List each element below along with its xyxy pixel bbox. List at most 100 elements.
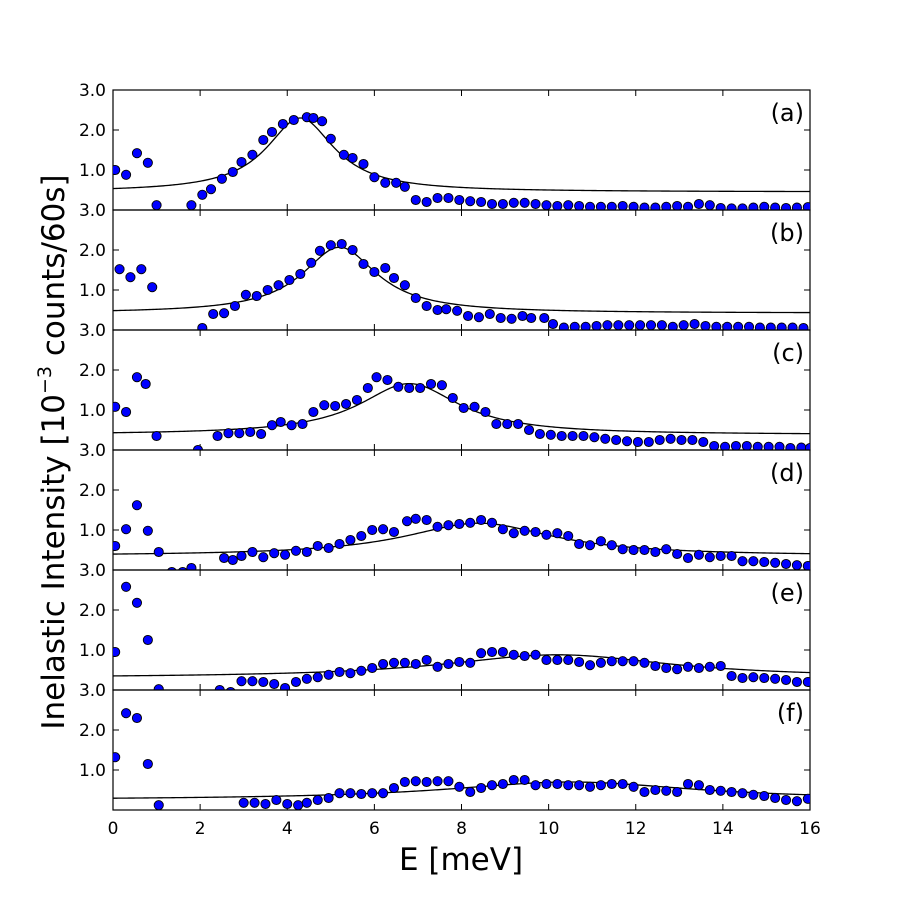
data-point [369, 172, 380, 183]
data-point [293, 800, 304, 810]
data-point [804, 442, 810, 450]
data-point [351, 394, 363, 406]
y-axis-title: Inelastic Intensity [10−3 counts/60s] [34, 174, 72, 729]
data-point [290, 676, 302, 688]
data-point [672, 548, 683, 560]
data-point [247, 546, 258, 558]
y-tick-label: 2.0 [79, 361, 106, 381]
data-point [715, 660, 726, 672]
data-point [260, 798, 271, 810]
data-point [131, 500, 143, 511]
x-tick-label: 0 [108, 819, 119, 839]
data-point [153, 546, 164, 558]
data-point [284, 274, 295, 286]
data-point [517, 310, 528, 322]
data-point [704, 200, 715, 210]
data-point [628, 656, 639, 667]
data-point [345, 534, 356, 546]
data-point [401, 516, 413, 527]
data-point [432, 776, 443, 787]
data-point [774, 441, 785, 450]
data-point [432, 304, 443, 316]
data-point [186, 562, 197, 570]
data-point [356, 788, 367, 800]
data-point [802, 560, 810, 570]
data-point [323, 792, 334, 804]
data-point [650, 202, 661, 210]
data-point [643, 436, 654, 448]
data-point [197, 189, 208, 200]
data-point [286, 420, 297, 431]
data-point [672, 200, 683, 210]
panel-0: 1.0 2.0 3.0 (a) [79, 81, 811, 211]
data-point [563, 780, 574, 791]
data-point [628, 781, 639, 792]
panel-3: 1.0 2.0 3.0 (d) [79, 441, 811, 571]
data-point [421, 514, 432, 526]
data-point [743, 321, 755, 330]
data-point [639, 657, 650, 668]
data-point [759, 672, 770, 684]
data-point [147, 282, 158, 293]
data-point [802, 676, 810, 688]
data-point [682, 201, 694, 210]
data-point [205, 184, 217, 195]
data-point [131, 712, 143, 724]
data-point [682, 778, 694, 790]
data-point [484, 308, 495, 320]
data-point [258, 676, 269, 688]
data-point [454, 656, 465, 668]
data-point [325, 240, 336, 251]
data-point [711, 321, 722, 330]
panel-label: (d) [770, 459, 804, 487]
data-point [301, 546, 312, 558]
data-point [136, 264, 147, 275]
data-point [113, 540, 121, 552]
data-point [356, 665, 367, 676]
data-point [314, 245, 325, 256]
data-point [465, 517, 476, 528]
data-point [552, 778, 563, 790]
data-point [345, 668, 356, 679]
data-point [715, 785, 726, 796]
data-point [759, 790, 770, 802]
panel-frame [112, 89, 811, 211]
data-point [454, 518, 465, 530]
y-tick-label: 2.0 [79, 241, 106, 261]
data-point [399, 181, 410, 192]
data-point [480, 406, 491, 418]
data-point [584, 660, 596, 671]
y-tick-label: 3.0 [79, 441, 106, 461]
data-point [142, 525, 153, 536]
data-point [748, 202, 759, 210]
data-point [251, 290, 262, 302]
panel-label: (b) [770, 219, 804, 247]
data-point [410, 776, 421, 787]
data-point [661, 785, 672, 796]
data-point [131, 372, 143, 383]
data-point [399, 776, 410, 788]
data-point [798, 322, 809, 330]
data-point [563, 654, 574, 666]
data-point [497, 778, 508, 790]
data-point [628, 201, 639, 210]
data-point [121, 708, 132, 719]
data-point [628, 544, 639, 556]
data-point [704, 661, 715, 672]
data-point [476, 782, 487, 794]
data-point [595, 780, 606, 791]
data-point [770, 792, 781, 804]
data-point [334, 788, 345, 799]
data-point [785, 442, 796, 450]
data-point [780, 674, 792, 686]
data-point [219, 552, 230, 564]
data-point [347, 152, 358, 164]
data-point [269, 548, 280, 559]
data-point [212, 430, 223, 442]
data-point [234, 428, 245, 439]
data-point [382, 374, 393, 386]
data-point [733, 321, 744, 330]
data-point [358, 158, 369, 170]
data-point [280, 682, 291, 690]
panel-5: 1.0 2.0 3.0 (f) [79, 681, 811, 811]
